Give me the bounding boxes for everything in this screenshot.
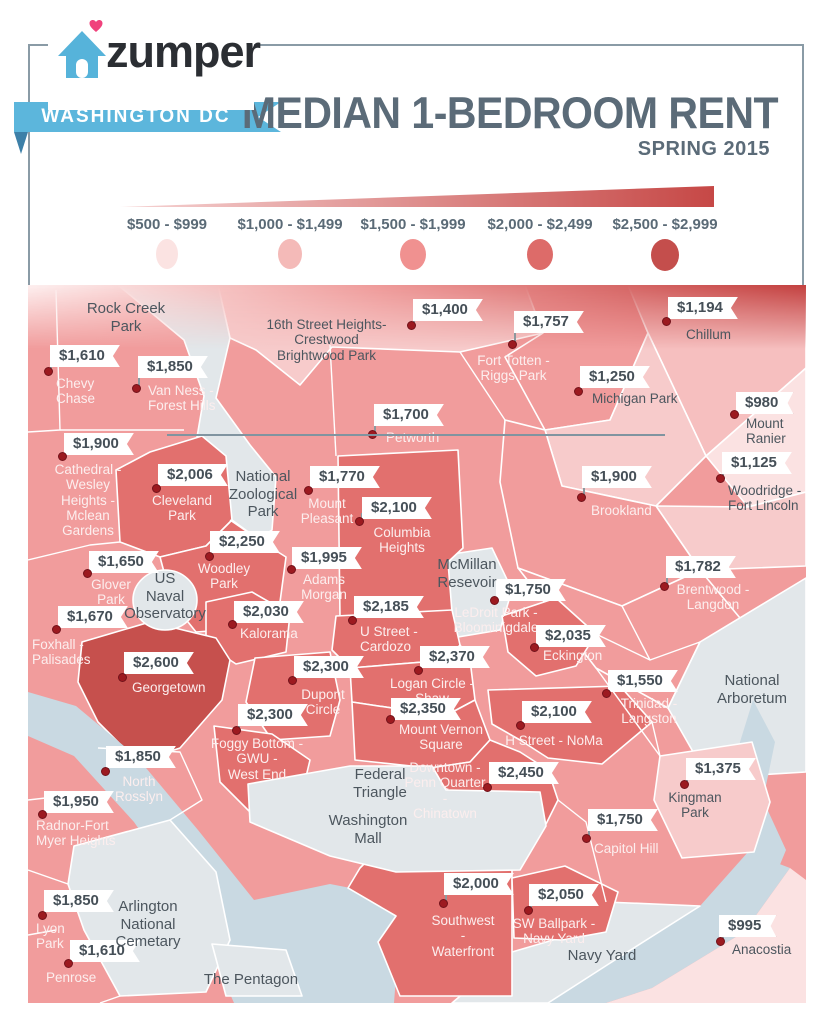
legend-range-swatch [156,239,178,269]
water-anacostia [548,852,790,1003]
legend-range-label: $1,500 - $1,999 [360,216,466,233]
page-title: MEDIAN 1-BEDROOM RENT [241,88,779,138]
legend-range-label: $500 - $999 [126,216,208,233]
legend-range-swatch [651,239,679,271]
heart-icon [89,20,103,32]
location-badge: WASHINGTON DC [41,106,231,127]
map-top-gradient [28,285,806,349]
page-subtitle: SPRING 2015 [637,138,770,160]
region-columbia-heights [337,449,464,619]
legend: $500 - $999 $1,000 - $1,499 $1,500 - $1,99… [0,180,834,436]
legend-range-4: $2,500 - $2,999 [595,216,735,271]
region-pentagon [211,943,303,997]
legend-range-swatch [527,239,553,270]
legend-range-3: $2,000 - $2,499 [470,216,610,270]
legend-range-swatch [400,239,426,270]
legend-range-swatch [278,239,302,269]
region-naval-observatory [132,569,198,631]
legend-range-label: $2,500 - $2,999 [612,216,718,233]
legend-range-1: $1,000 - $1,499 [220,216,360,269]
legend-gradient-wedge [120,186,714,207]
legend-range-0: $500 - $999 [97,216,237,269]
region-u-street [331,609,461,669]
legend-connector-line [167,434,665,436]
zumper-logo: zumper [48,10,261,110]
house-icon [58,31,106,78]
logo-text: zumper [106,26,261,77]
region-anacostia [606,868,806,1003]
legend-range-2: $1,500 - $1,999 [343,216,483,270]
map-svg [28,285,806,1003]
region-washington-mall [247,765,547,873]
water-potomac [28,692,402,1003]
legend-range-label: $2,000 - $2,499 [487,216,593,233]
legend-range-label: $1,000 - $1,499 [237,216,343,233]
